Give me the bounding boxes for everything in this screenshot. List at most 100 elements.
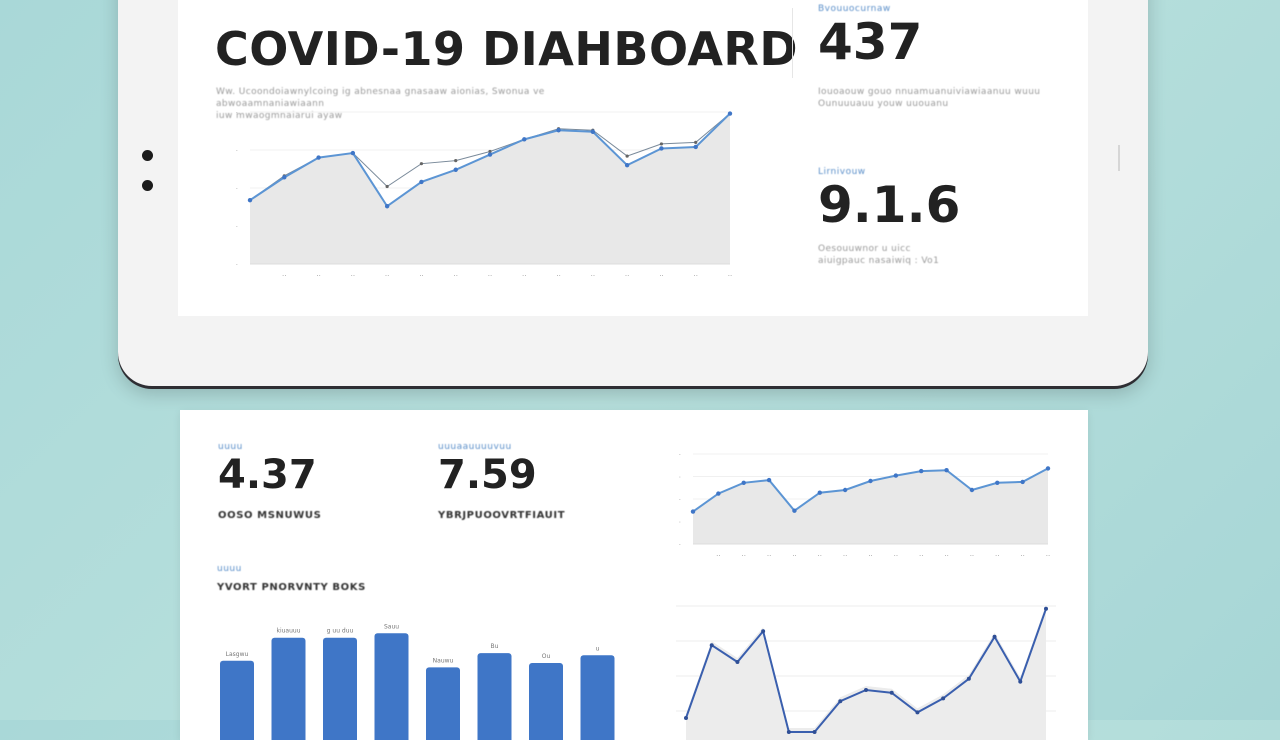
data-point[interactable] xyxy=(625,154,629,158)
data-point[interactable] xyxy=(741,480,746,485)
bar[interactable] xyxy=(323,637,357,740)
data-point[interactable] xyxy=(944,468,949,473)
kpi-value: 4.37 xyxy=(218,452,317,498)
tablet-frame: COVID-19 DIAHBOARD Ww. Ucoondoiawnylcoin… xyxy=(118,0,1148,386)
kpi-card-1: uuuu 4.37 OOSO MSNUWUS xyxy=(218,442,321,521)
data-point[interactable] xyxy=(1044,606,1048,611)
data-point[interactable] xyxy=(786,730,791,734)
x-tick-label: ·· xyxy=(944,552,948,560)
x-tick-label: ·· xyxy=(767,552,771,560)
data-point[interactable] xyxy=(556,128,561,133)
data-point[interactable] xyxy=(419,179,424,185)
data-point[interactable] xyxy=(812,730,817,734)
x-tick-label: ·· xyxy=(843,552,847,560)
data-point[interactable] xyxy=(1018,679,1023,684)
y-tick-label: · xyxy=(236,109,238,117)
bar[interactable] xyxy=(426,667,460,740)
data-point[interactable] xyxy=(247,197,253,203)
main-trend-chart[interactable]: ······· ·· ·· ·· ·· ·· ·· ·· ·· ·· ·· ·· ·· ·· xyxy=(218,100,758,290)
area-fill xyxy=(686,604,1046,740)
data-point[interactable] xyxy=(889,690,894,695)
data-point[interactable] xyxy=(995,480,1000,485)
x-tick-label: ·· xyxy=(522,272,526,280)
x-tick-label: ·· xyxy=(316,272,320,280)
data-point[interactable] xyxy=(487,152,493,157)
data-point[interactable] xyxy=(868,478,873,484)
data-point[interactable] xyxy=(1020,479,1025,485)
secondary-trend-chart[interactable]: ······· ·· ·· ·· ·· ·· ·· ·· ·· ·· ·· ·· ·· ·· xyxy=(648,440,1068,570)
data-point[interactable] xyxy=(969,487,975,493)
data-point[interactable] xyxy=(864,688,868,692)
data-point[interactable] xyxy=(684,716,688,720)
x-tick-label: ·· xyxy=(995,552,999,560)
data-point[interactable] xyxy=(941,696,946,701)
y-tick-label: · xyxy=(236,147,238,155)
side-button-icon xyxy=(1118,145,1128,171)
x-tick-label: ·· xyxy=(919,552,923,560)
data-point[interactable] xyxy=(659,146,664,151)
y-tick-label: · xyxy=(679,474,681,482)
x-tick-label: ·· xyxy=(282,272,286,280)
data-point[interactable] xyxy=(453,167,458,172)
data-point[interactable] xyxy=(709,643,714,648)
data-point[interactable] xyxy=(766,477,772,483)
data-point[interactable] xyxy=(384,204,390,209)
volatility-line-chart[interactable] xyxy=(648,580,1068,740)
stat-card-cases: Bvouuocurnaw 437 Iouoaouw gouo nnuamuanu… xyxy=(818,4,1058,110)
y-tick-label: · xyxy=(236,185,238,193)
data-point[interactable] xyxy=(716,491,721,496)
bars-section-header: uuuu YVORT PNORVNTY BOKS xyxy=(217,564,366,593)
data-point[interactable] xyxy=(727,111,733,116)
data-point[interactable] xyxy=(385,184,389,189)
x-tick-label: ·· xyxy=(741,552,745,560)
data-point[interactable] xyxy=(761,629,766,634)
data-point[interactable] xyxy=(694,140,698,144)
y-tick-label: · xyxy=(679,541,681,549)
kpi-desc: OOSO MSNUWUS xyxy=(218,510,322,521)
data-point[interactable] xyxy=(842,487,848,493)
bar-chart[interactable]: Lasgwu kiuauuu g uu duu Sauu Nauwu Bu Ou u xyxy=(210,600,620,740)
data-point[interactable] xyxy=(735,660,740,664)
data-point[interactable] xyxy=(316,155,321,160)
x-tick-label: ·· xyxy=(818,552,822,560)
data-point[interactable] xyxy=(792,508,797,513)
data-point[interactable] xyxy=(282,175,287,180)
data-point[interactable] xyxy=(1045,466,1051,471)
bar[interactable] xyxy=(374,633,409,740)
x-tick-label: ·· xyxy=(659,272,663,280)
y-tick-label: · xyxy=(236,223,238,231)
x-tick-label: ·· xyxy=(419,272,423,280)
bar-value-label: g uu duu xyxy=(327,628,354,635)
data-point[interactable] xyxy=(454,159,458,163)
kpi-label: uuuaauuuuvuu xyxy=(438,442,512,452)
y-tick-label: · xyxy=(679,519,681,527)
page-title: COVID-19 DIAHBOARD xyxy=(215,22,799,76)
data-point[interactable] xyxy=(488,149,492,154)
data-point[interactable] xyxy=(693,144,698,150)
x-tick-label: ·· xyxy=(351,272,355,280)
data-point[interactable] xyxy=(659,142,664,146)
bar[interactable] xyxy=(580,655,615,740)
data-point[interactable] xyxy=(590,129,596,134)
data-point[interactable] xyxy=(992,634,997,639)
data-point[interactable] xyxy=(817,490,822,495)
y-tick-label: · xyxy=(679,451,681,459)
x-tick-label: ·· xyxy=(868,552,872,560)
bar[interactable] xyxy=(271,637,306,740)
x-tick-label: ·· xyxy=(693,272,697,280)
bar[interactable] xyxy=(529,663,563,740)
bar[interactable] xyxy=(220,660,254,740)
data-point[interactable] xyxy=(350,150,356,156)
data-point[interactable] xyxy=(915,710,920,715)
data-point[interactable] xyxy=(419,162,424,166)
data-point[interactable] xyxy=(966,676,971,681)
data-point[interactable] xyxy=(919,468,924,474)
bar[interactable] xyxy=(477,653,512,740)
x-tick-label: ·· xyxy=(716,552,720,560)
data-point[interactable] xyxy=(624,163,630,168)
data-point[interactable] xyxy=(690,509,696,514)
data-point[interactable] xyxy=(522,137,527,142)
data-point[interactable] xyxy=(893,473,899,478)
x-tick-label: ·· xyxy=(1046,552,1050,560)
data-point[interactable] xyxy=(838,699,843,704)
